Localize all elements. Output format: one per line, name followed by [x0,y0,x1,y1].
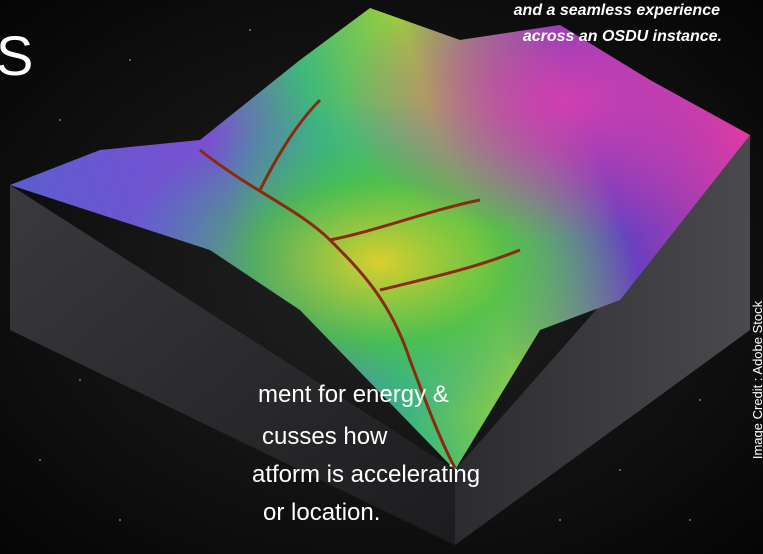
body-line: or location. [263,499,380,526]
stars [39,29,701,521]
block-left-face [10,185,455,545]
title-fragment: S [0,24,33,87]
block-top-peaks [10,8,750,470]
rivers [199,98,521,469]
caption-line: across an OSDU instance. [523,28,722,45]
body-line: ment for energy & [258,381,449,408]
body-line: atform is accelerating [252,461,480,488]
body-line: cusses how [262,423,388,450]
caption-line: and a seamless experience [514,2,720,19]
image-credit: Image Credit : Adobe Stock [750,300,763,459]
block-right-face [455,135,750,545]
terrain-block [10,8,750,545]
